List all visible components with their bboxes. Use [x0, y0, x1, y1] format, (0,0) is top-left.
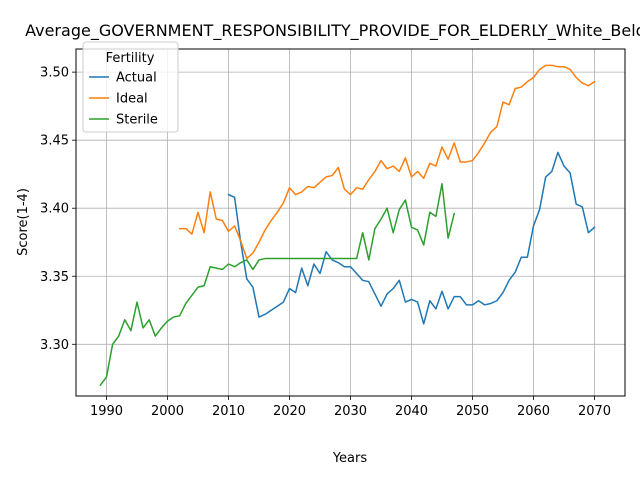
chart-title: Average_GOVERNMENT_RESPONSIBILITY_PROVID…	[25, 21, 640, 41]
x-tick-label: 2060	[517, 404, 550, 419]
y-tick-label: 3.30	[40, 338, 69, 353]
legend: Fertility Actual Ideal Sterile	[82, 41, 179, 133]
x-tick-label: 2010	[212, 404, 245, 419]
x-tick-label: 2040	[395, 404, 428, 419]
legend-label-sterile: Sterile	[116, 113, 158, 128]
x-tick-label: 2070	[578, 404, 611, 419]
x-tick-label: 2030	[334, 404, 367, 419]
x-tick-label: 2020	[273, 404, 306, 419]
x-tick-label: 1990	[90, 404, 123, 419]
ticks: 1990 2000 2010 2020 2030 2040 2050 2060 2070 3.30…	[40, 66, 611, 419]
y-tick-label: 3.40	[40, 202, 69, 217]
series-line-sterile	[99, 182, 456, 387]
x-axis-label: Years	[332, 451, 368, 466]
legend-box	[82, 41, 179, 133]
x-tick-label: 2050	[456, 404, 489, 419]
legend-title: Fertility	[106, 51, 155, 66]
y-tick-label: 3.50	[40, 66, 69, 81]
y-axis-label: Score(1-4)	[16, 188, 31, 256]
series-layer	[99, 64, 596, 387]
y-tick-label: 3.35	[40, 270, 69, 285]
grid	[76, 49, 625, 396]
legend-label-ideal: Ideal	[116, 92, 148, 107]
y-tick-label: 3.45	[40, 134, 69, 149]
legend-label-actual: Actual	[116, 71, 157, 86]
x-tick-label: 2000	[151, 404, 184, 419]
series-line-actual	[227, 151, 596, 325]
series-line-ideal	[178, 64, 596, 260]
